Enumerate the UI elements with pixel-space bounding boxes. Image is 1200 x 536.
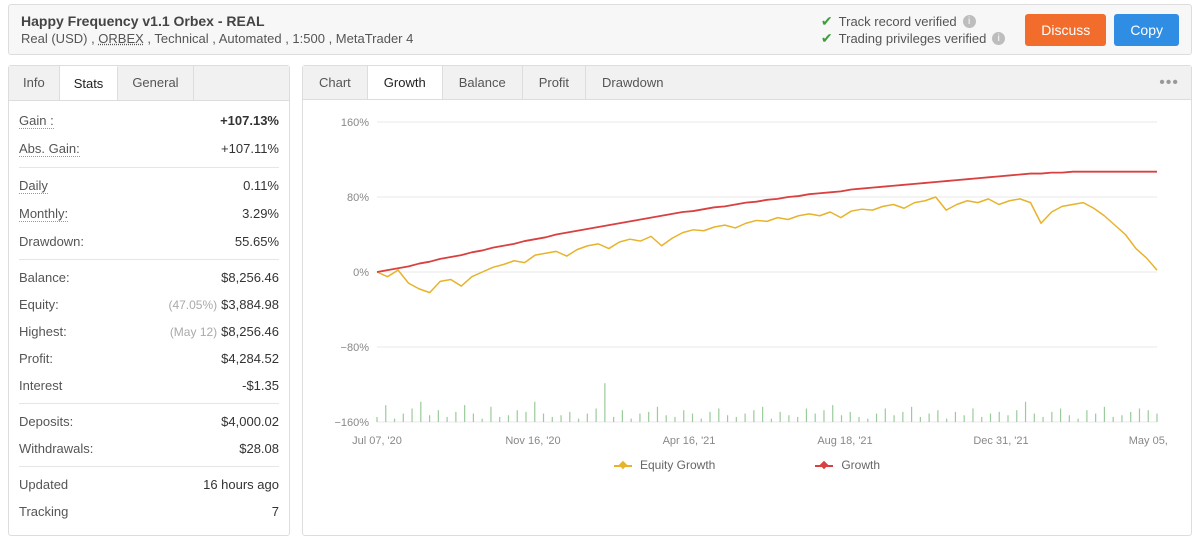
verification-block: ✔ Track record verified i ✔ Trading priv… xyxy=(821,14,1005,46)
chart-tabs: Chart Growth Balance Profit Drawdown ••• xyxy=(303,66,1191,100)
stat-value: +107.13% xyxy=(220,113,279,128)
stat-sub: (May 12) xyxy=(170,325,217,339)
svg-text:−160%: −160% xyxy=(334,417,369,429)
legend-label: Equity Growth xyxy=(640,458,715,472)
svg-text:80%: 80% xyxy=(347,192,369,204)
stat-label: Daily xyxy=(19,178,48,194)
copy-button[interactable]: Copy xyxy=(1114,14,1179,46)
svg-text:160%: 160% xyxy=(341,117,369,129)
stat-label: Tracking xyxy=(19,504,68,519)
stat-equity: Equity: (47.05%) $3,884.98 xyxy=(19,291,279,318)
stat-label: Equity: xyxy=(19,297,59,312)
stat-value: 7 xyxy=(272,504,279,519)
stat-value: 0.11% xyxy=(243,178,279,193)
stat-tracking: Tracking 7 xyxy=(19,498,279,525)
tab-chart[interactable]: Chart xyxy=(303,66,367,99)
stat-value: -$1.35 xyxy=(242,378,279,393)
svg-text:Aug 18, '21: Aug 18, '21 xyxy=(817,435,872,447)
info-icon[interactable]: i xyxy=(963,15,976,28)
legend-growth[interactable]: Growth xyxy=(815,458,880,472)
stat-monthly: Monthly: 3.29% xyxy=(19,200,279,228)
tab-balance[interactable]: Balance xyxy=(442,66,522,99)
tab-growth[interactable]: Growth xyxy=(367,66,442,99)
stat-label: Highest: xyxy=(19,324,67,339)
stat-value: 16 hours ago xyxy=(203,477,279,492)
svg-text:Dec 31, '21: Dec 31, '21 xyxy=(973,435,1028,447)
stat-abs-gain: Abs. Gain: +107.11% xyxy=(19,135,279,163)
stat-deposits: Deposits: $4,000.02 xyxy=(19,408,279,435)
info-icon[interactable]: i xyxy=(992,32,1005,45)
check-icon: ✔ xyxy=(821,31,833,45)
chart-area: 160% 80% 0% −80% −160% Jul 07, '20 Nov 16, '20… xyxy=(303,100,1191,535)
tab-info[interactable]: Info xyxy=(9,66,60,100)
svg-text:May 05, '22: May 05, '22 xyxy=(1129,435,1171,447)
stat-value: $4,284.52 xyxy=(221,351,279,366)
stat-label: Interest xyxy=(19,378,62,393)
stat-balance: Balance: $8,256.46 xyxy=(19,264,279,291)
stat-value: $28.08 xyxy=(239,441,279,456)
legend-label: Growth xyxy=(841,458,880,472)
verified-priv-row: ✔ Trading privileges verified i xyxy=(821,31,1005,46)
stat-value: +107.11% xyxy=(221,141,279,156)
stat-gain: Gain : +107.13% xyxy=(19,107,279,135)
stat-main-value: $8,256.46 xyxy=(221,324,279,339)
stat-daily: Daily 0.11% xyxy=(19,172,279,200)
stat-value: $4,000.02 xyxy=(221,414,279,429)
stat-label: Drawdown: xyxy=(19,234,84,249)
stat-label: Abs. Gain: xyxy=(19,141,80,157)
verified-priv-label: Trading privileges verified xyxy=(839,31,987,46)
header-buttons: Discuss Copy xyxy=(1025,14,1179,46)
verified-track-label: Track record verified xyxy=(839,14,957,29)
subtitle-post: , Technical , Automated , 1:500 , MetaTr… xyxy=(144,31,414,46)
stat-withdrawals: Withdrawals: $28.08 xyxy=(19,435,279,462)
svg-text:0%: 0% xyxy=(353,267,369,279)
page-title: Happy Frequency v1.1 Orbex - REAL xyxy=(21,13,801,29)
legend-equity[interactable]: Equity Growth xyxy=(614,458,715,472)
growth-chart: 160% 80% 0% −80% −160% Jul 07, '20 Nov 16, '20… xyxy=(323,112,1171,452)
stat-sub: (47.05%) xyxy=(168,298,217,312)
svg-text:−80%: −80% xyxy=(341,342,370,354)
svg-text:Apr 16, '21: Apr 16, '21 xyxy=(663,435,716,447)
check-icon: ✔ xyxy=(821,14,833,28)
stat-value: (May 12) $8,256.46 xyxy=(170,324,279,339)
tab-stats[interactable]: Stats xyxy=(60,66,119,100)
chart-panel: Chart Growth Balance Profit Drawdown •••… xyxy=(302,65,1192,536)
stat-main-value: $3,884.98 xyxy=(221,297,279,312)
stat-label: Deposits: xyxy=(19,414,73,429)
discuss-button[interactable]: Discuss xyxy=(1025,14,1106,46)
tab-general[interactable]: General xyxy=(118,66,193,100)
stats-list: Gain : +107.13% Abs. Gain: +107.11% Daily 0… xyxy=(9,101,289,535)
stat-value: 55.65% xyxy=(235,234,279,249)
stat-label: Gain : xyxy=(19,113,54,129)
svg-text:Jul 07, '20: Jul 07, '20 xyxy=(352,435,402,447)
stat-profit: Profit: $4,284.52 xyxy=(19,345,279,372)
stat-updated: Updated 16 hours ago xyxy=(19,471,279,498)
page-subtitle: Real (USD) , ORBEX , Technical , Automat… xyxy=(21,31,801,46)
stat-label: Profit: xyxy=(19,351,53,366)
verified-track-row: ✔ Track record verified i xyxy=(821,14,1005,29)
stat-interest: Interest -$1.35 xyxy=(19,372,279,399)
chart-more-icon[interactable]: ••• xyxy=(1147,74,1191,92)
tab-drawdown[interactable]: Drawdown xyxy=(585,66,679,99)
sidebar-tabs: Info Stats General xyxy=(9,66,289,101)
stat-label: Balance: xyxy=(19,270,70,285)
header-left: Happy Frequency v1.1 Orbex - REAL Real (… xyxy=(21,13,801,46)
stat-label: Updated xyxy=(19,477,68,492)
stat-value: $8,256.46 xyxy=(221,270,279,285)
subtitle-pre: Real (USD) , xyxy=(21,31,98,46)
broker-link[interactable]: ORBEX xyxy=(98,31,144,46)
header-bar: Happy Frequency v1.1 Orbex - REAL Real (… xyxy=(8,4,1192,55)
stat-value: (47.05%) $3,884.98 xyxy=(168,297,279,312)
stat-value: 3.29% xyxy=(242,206,279,221)
stat-drawdown: Drawdown: 55.65% xyxy=(19,228,279,255)
stat-label: Monthly: xyxy=(19,206,68,222)
chart-legend: Equity Growth Growth xyxy=(323,452,1171,482)
svg-text:Nov 16, '20: Nov 16, '20 xyxy=(505,435,560,447)
stat-highest: Highest: (May 12) $8,256.46 xyxy=(19,318,279,345)
stats-panel: Info Stats General Gain : +107.13% Abs. G… xyxy=(8,65,290,536)
tab-profit[interactable]: Profit xyxy=(522,66,585,99)
stat-label: Withdrawals: xyxy=(19,441,93,456)
